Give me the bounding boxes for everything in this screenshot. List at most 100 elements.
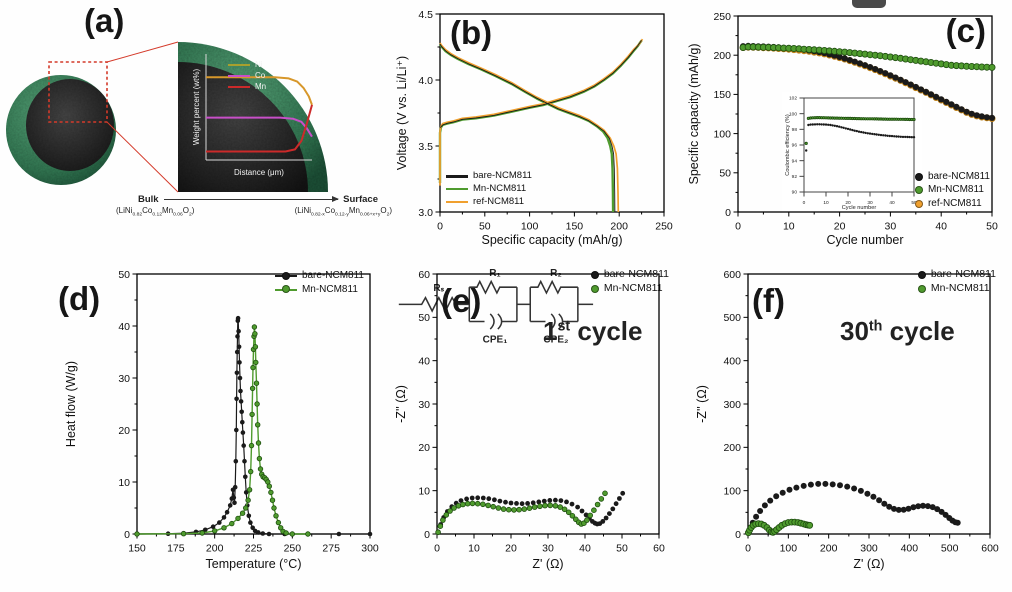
svg-text:Specific capacity (mAh/g): Specific capacity (mAh/g) — [481, 233, 622, 247]
svg-text:20: 20 — [834, 221, 846, 233]
legend-label: Co — [255, 71, 266, 80]
svg-text:-Z'' (Ω): -Z'' (Ω) — [395, 385, 408, 423]
c_inset-svg: 0 10 20 30 40 50 90 92 94 96 98 100 102 Cycle number C… — [785, 96, 917, 211]
svg-text:Z' (Ω): Z' (Ω) — [532, 557, 563, 571]
legend-label: Mn-NCM811 — [603, 282, 663, 295]
svg-text:30: 30 — [118, 373, 130, 385]
svg-text:225: 225 — [245, 543, 263, 555]
circuit-cpe2-label: CPE₂ — [543, 334, 568, 345]
sphere — [6, 75, 116, 185]
svg-text:50: 50 — [118, 269, 130, 281]
svg-text:600: 600 — [981, 543, 999, 555]
svg-text:600: 600 — [723, 269, 741, 281]
svg-text:Cycle number: Cycle number — [826, 233, 903, 247]
legend-label: ref-NCM811 — [473, 196, 525, 208]
circuit-r2-label: R₂ — [550, 268, 562, 279]
b-svg: 0 50 100 150 200 250 3.0 3.5 4.0 4.5 Specific capa… — [395, 9, 673, 247]
svg-text:Specific capacity (mAh/g): Specific capacity (mAh/g) — [687, 43, 701, 184]
svg-text:200: 200 — [820, 543, 838, 555]
svg-text:90: 90 — [792, 190, 798, 196]
svg-text:102: 102 — [789, 96, 797, 102]
legend-swatch — [274, 271, 297, 281]
svg-text:50: 50 — [479, 221, 491, 233]
svg-text:96: 96 — [792, 143, 798, 149]
legend-swatch — [914, 199, 923, 208]
svg-text:0: 0 — [424, 529, 430, 541]
legend-label: ref-NCM811 — [927, 197, 982, 209]
surface-label: Surface — [343, 194, 378, 205]
svg-text:40: 40 — [418, 355, 430, 367]
svg-text:30: 30 — [418, 399, 430, 411]
svg-text:200: 200 — [723, 442, 741, 454]
legend-label: Mn-NCM811 — [473, 183, 527, 195]
svg-text:100: 100 — [521, 221, 539, 233]
svg-text:10: 10 — [783, 221, 795, 233]
svg-text:Distance (μm): Distance (μm) — [234, 168, 284, 177]
legend-swatch — [914, 186, 923, 195]
zoom-box — [48, 41, 179, 193]
panel-a-label: (a) — [84, 2, 125, 39]
svg-text:Weight percent (wt%): Weight percent (wt%) — [192, 69, 201, 146]
svg-text:0: 0 — [437, 221, 443, 233]
svg-text:3.5: 3.5 — [418, 141, 433, 153]
svg-text:0: 0 — [735, 221, 741, 233]
circuit-r1-label: R₁ — [489, 268, 500, 279]
a_inset-legend: Ni Co Mn — [228, 60, 266, 92]
surface-formula: (LiNi0.82-xCo0.12-yMn0.06+x+yO2) — [294, 206, 392, 218]
svg-text:175: 175 — [167, 543, 185, 555]
svg-text:30: 30 — [867, 200, 873, 206]
svg-text:10: 10 — [823, 200, 829, 206]
panel-a-inset-profile-chart: Distance (μm) Weight percent (wt%) Ni Co Mn — [190, 50, 320, 182]
svg-text:60: 60 — [653, 543, 665, 555]
svg-text:50: 50 — [616, 543, 628, 555]
legend-swatch — [228, 63, 250, 67]
panel-c-cycling-chart: 010203040509092949698100102Cycle numberC… — [682, 0, 1012, 258]
svg-text:0: 0 — [124, 529, 130, 541]
e-legend: bare-NCM811 Mn-NCM811 — [590, 268, 669, 295]
svg-text:300: 300 — [860, 543, 878, 555]
panel-c-coulombic-efficiency-inset: 0 10 20 30 40 50 90 92 94 96 98 100 102 Cycle number C… — [782, 92, 922, 216]
svg-text:20: 20 — [845, 200, 851, 206]
svg-text:Voltage (V vs. Li/Li⁺): Voltage (V vs. Li/Li⁺) — [395, 56, 409, 170]
svg-text:275: 275 — [322, 543, 340, 555]
svg-text:300: 300 — [723, 399, 741, 411]
legend-label: bare-NCM811 — [301, 270, 364, 281]
svg-text:200: 200 — [206, 543, 224, 555]
e-cycle-annotation: 1st cycle — [543, 316, 643, 346]
svg-text:250: 250 — [713, 11, 731, 23]
svg-text:0: 0 — [745, 543, 751, 555]
panel-e-eis-1st-cycle-chart: Rₛ R₁ R₂ CPE₁ CPE₂ 0 10 20 30 40 50 60 0 10 20 30 4… — [395, 262, 685, 590]
a_inset-svg: Distance (μm) Weight percent (wt%) — [192, 54, 313, 177]
svg-text:92: 92 — [792, 174, 798, 180]
svg-text:Coulombic efficiency (%): Coulombic efficiency (%) — [785, 114, 791, 176]
svg-text:98: 98 — [792, 127, 798, 133]
svg-text:100: 100 — [723, 485, 741, 497]
svg-text:40: 40 — [118, 321, 130, 333]
panel-d-label: (d) — [58, 280, 101, 317]
legend-swatch — [446, 175, 468, 178]
f-legend: bare-NCM811 Mn-NCM811 — [917, 268, 996, 295]
legend-label: Mn-NCM811 — [301, 283, 358, 295]
legend-label: bare-NCM811 — [927, 170, 990, 182]
bulk-label: Bulk — [138, 194, 159, 205]
svg-text:Temperature (°C): Temperature (°C) — [206, 557, 302, 571]
panel-c-label: (c) — [945, 12, 986, 49]
cropped-image-artifact — [852, 0, 886, 8]
panel-e-label: (e) — [441, 282, 482, 319]
svg-text:400: 400 — [901, 543, 919, 555]
svg-text:50: 50 — [911, 200, 917, 206]
svg-text:150: 150 — [713, 89, 731, 101]
svg-text:0: 0 — [725, 207, 731, 219]
svg-text:300: 300 — [361, 543, 379, 555]
svg-text:100: 100 — [789, 111, 797, 117]
legend-label: Mn-NCM811 — [930, 282, 990, 295]
legend-swatch — [446, 200, 468, 204]
bulk-formula: (LiNi0.82Co0.12Mn0.06O2) — [116, 206, 195, 218]
svg-text:10: 10 — [118, 477, 130, 489]
svg-text:250: 250 — [284, 543, 302, 555]
svg-text:Cycle number: Cycle number — [842, 205, 877, 211]
svg-text:150: 150 — [128, 543, 146, 555]
legend-label: Ni — [255, 60, 263, 69]
legend-swatch — [917, 284, 926, 293]
legend-label: bare-NCM811 — [603, 268, 669, 280]
